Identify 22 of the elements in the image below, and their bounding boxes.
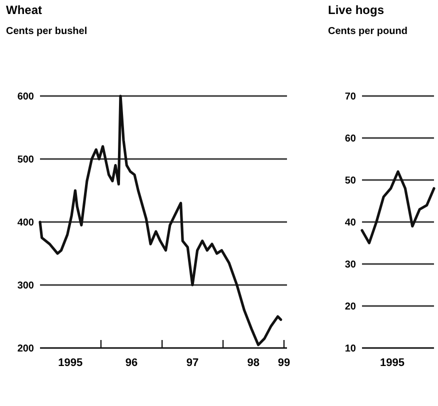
x-tick-label: 96 bbox=[125, 357, 138, 369]
chart-title: Wheat bbox=[6, 3, 42, 17]
y-tick-label: 70 bbox=[344, 92, 356, 102]
x-tick-label: 1995 bbox=[58, 357, 83, 369]
y-tick-label: 500 bbox=[17, 154, 34, 166]
y-tick-label: 40 bbox=[344, 218, 356, 228]
chart-title: Live hogs bbox=[328, 3, 384, 17]
y-tick-label: 200 bbox=[17, 344, 34, 354]
y-axis-title: Cents per bushel bbox=[6, 26, 88, 37]
y-tick-label: 400 bbox=[17, 218, 34, 228]
y-tick-label: 20 bbox=[344, 302, 356, 312]
x-tick-label: 99 bbox=[278, 357, 290, 369]
y-tick-label: 300 bbox=[17, 280, 34, 292]
y-axis-title: Cents per pound bbox=[328, 26, 408, 37]
y-tick-label: 60 bbox=[344, 134, 356, 144]
y-tick-label: 50 bbox=[344, 176, 356, 186]
y-tick-label: 600 bbox=[17, 92, 34, 102]
x-tick-label: 98 bbox=[247, 357, 260, 369]
line-series bbox=[360, 170, 436, 244]
y-tick-label: 10 bbox=[344, 344, 356, 354]
x-tick-label: 97 bbox=[186, 357, 199, 369]
y-tick-label: 30 bbox=[344, 260, 356, 270]
